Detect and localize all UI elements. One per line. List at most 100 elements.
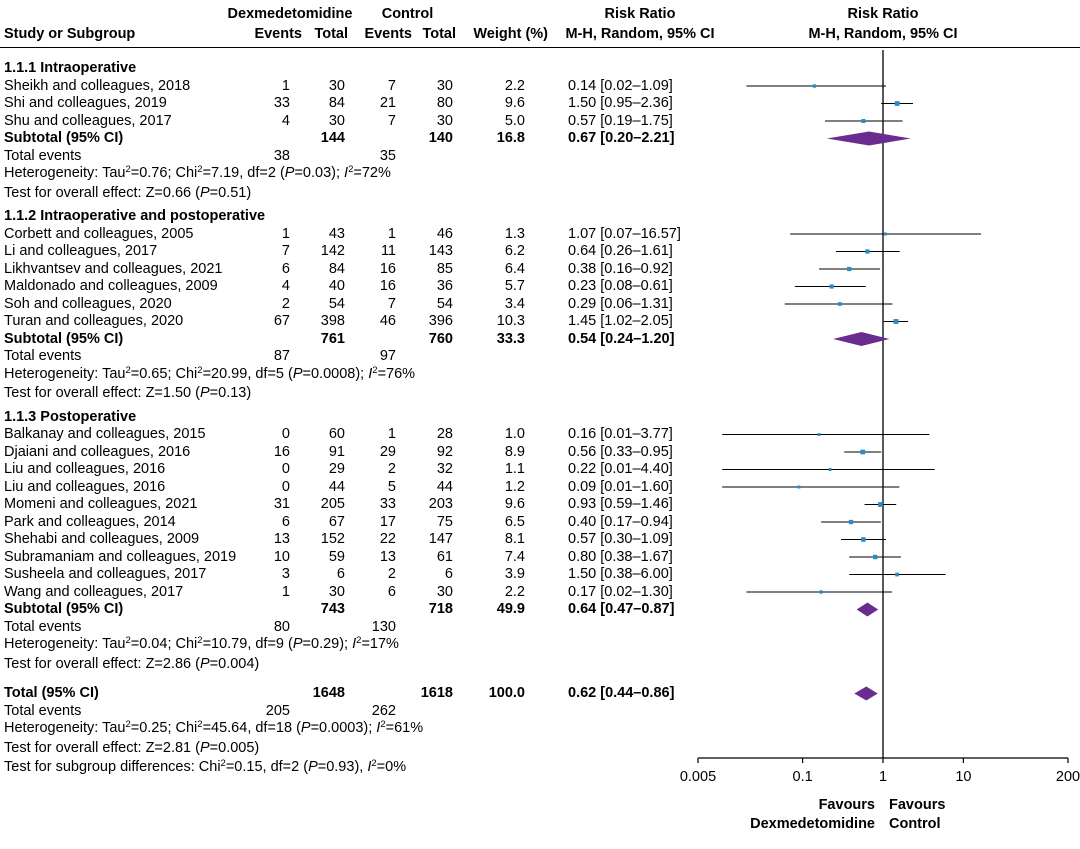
cell-ct: 54 [436, 295, 453, 312]
study-name: Susheela and colleagues, 2017 [4, 566, 207, 582]
cell-w: 9.6 [504, 496, 525, 512]
cell-ce: 17 [379, 513, 396, 530]
cell-w: 3.9 [504, 566, 525, 582]
stat-note-part: =10.79, df=9 ( [202, 636, 293, 652]
stat-note-part: =0.03); [294, 165, 345, 181]
stat-note-part: =0.004) [209, 655, 260, 672]
cell-ee: 0 [281, 461, 290, 477]
stat-note: Heterogeneity: Tau2=0.04; Chi2=10.79, df… [4, 636, 399, 653]
favours-left-label: Favours [819, 797, 875, 813]
stat-note-part: Heterogeneity: Tau [4, 165, 126, 181]
header-exp-total: Total [314, 26, 348, 42]
cell-ce: 5 [387, 478, 396, 495]
cell-ct: 30 [436, 112, 453, 129]
cell-ce: 6 [387, 583, 396, 600]
cell-w: 2.2 [504, 583, 525, 600]
stat-note-part: =45.64, df=18 ( [202, 720, 301, 736]
stat-note-part: =0.29); [302, 636, 353, 652]
cell-et: 144 [320, 130, 345, 146]
header-rr-title: Risk Ratio [604, 6, 676, 22]
point-estimate [797, 485, 801, 489]
cell-w: 5.7 [504, 278, 525, 294]
cell-et: 743 [320, 601, 345, 617]
favours-left-label: Dexmedetomidine [750, 816, 875, 832]
cell-ct: 6 [444, 566, 453, 582]
header-ctrl-events: Events [364, 26, 412, 42]
cell-et: 1648 [312, 685, 345, 701]
subtotal-label: Subtotal (95% CI) [4, 330, 124, 347]
stat-note-part: =0.15, df=2 ( [225, 759, 309, 775]
study-name: Likhvantsev and colleagues, 2021 [4, 260, 223, 277]
cell-ct: 760 [428, 330, 453, 347]
stat-note-part: Test for overall effect: Z=2.81 ( [4, 739, 200, 756]
study-name: Liu and colleagues, 2016 [4, 461, 166, 477]
favours-right-label: Favours [889, 797, 945, 813]
cell-ce: 16 [379, 278, 396, 294]
cell-ee: 0 [281, 478, 290, 495]
subgroup-heading: 1.1.2 Intraoperative and postoperative [4, 208, 266, 224]
stat-note-part: 2 [348, 164, 354, 175]
study-name: Sheikh and colleagues, 2018 [4, 77, 191, 94]
stat-note-part: =0.13) [209, 385, 252, 401]
cell-et: 398 [320, 313, 345, 329]
study-name: Park and colleagues, 2014 [4, 513, 176, 530]
cell-et: 30 [328, 112, 345, 129]
pooled-diamond [826, 131, 911, 146]
stat-note-part: 2 [372, 364, 378, 376]
cell-w: 33.3 [496, 330, 525, 347]
cell-ce: 13 [379, 548, 396, 565]
study-name: Momeni and colleagues, 2021 [4, 496, 198, 512]
header-group-experimental: Dexmedetomidine [227, 6, 353, 22]
stat-note: Heterogeneity: Tau2=0.76; Chi2=7.19, df=… [4, 165, 391, 182]
stat-note-part: =0.76; Chi [130, 165, 198, 181]
cell-ct: 203 [428, 496, 453, 512]
subtotal-label: Subtotal (95% CI) [4, 130, 124, 146]
cell-ct: 718 [428, 601, 453, 617]
cell-ee: 10 [273, 548, 290, 565]
cell-ce: 7 [387, 112, 396, 129]
favours-right-label: Control [889, 816, 941, 832]
cell-ee: 6 [281, 513, 290, 530]
risk-ratio-ci: 0.38 [0.16–0.92] [568, 260, 673, 277]
risk-ratio-ci: 0.40 [0.17–0.94] [568, 513, 673, 530]
risk-ratio-ci: 0.09 [0.01–1.60] [568, 478, 673, 495]
tick-label: 0.1 [793, 769, 813, 785]
study-name: Subramaniam and colleagues, 2019 [4, 548, 237, 565]
stat-note-part: P [300, 720, 311, 736]
cell-ee: 31 [273, 496, 290, 512]
cell-ee: 16 [273, 443, 290, 460]
study-name: Wang and colleagues, 2017 [4, 583, 184, 600]
tick-label: 0.005 [680, 769, 716, 785]
header-rr-method: M-H, Random, 95% CI [565, 26, 715, 42]
risk-ratio-ci: 0.56 [0.33–0.95] [568, 443, 673, 460]
cell-ct: 30 [436, 77, 453, 94]
stat-note-part: 2 [197, 635, 203, 646]
cell-ee: 67 [273, 313, 290, 329]
stat-note-part: =7.19, df=2 ( [202, 165, 285, 181]
stat-note-part: I [344, 165, 349, 181]
cell-ee: 87 [273, 348, 290, 364]
cell-w: 6.2 [504, 243, 525, 259]
risk-ratio-ci: 0.93 [0.59–1.46] [568, 496, 673, 512]
header-plot-method: M-H, Random, 95% CI [808, 26, 958, 42]
stat-note-part: =20.99, df=5 ( [202, 365, 293, 382]
total-events-label: Total events [4, 348, 82, 364]
cell-ct: 61 [436, 548, 453, 565]
stat-note-part: 2 [371, 758, 377, 769]
cell-ce: 1 [387, 426, 396, 442]
total-events-label: Total events [4, 618, 82, 635]
cell-ce: 1 [387, 225, 396, 242]
total-events-label: Total events [4, 147, 82, 164]
header-weight: Weight (%) [473, 26, 548, 42]
cell-ce: 2 [387, 461, 396, 477]
cell-ee: 205 [265, 702, 290, 719]
header-group-control: Control [381, 6, 434, 22]
point-estimate [865, 249, 870, 254]
cell-et: 761 [320, 330, 345, 347]
stat-note-part: Heterogeneity: Tau [4, 365, 126, 382]
total-events-label: Total events [4, 702, 82, 719]
stat-note-part: =76% [377, 365, 416, 382]
point-estimate [828, 468, 832, 471]
stat-note-part: Heterogeneity: Tau [4, 636, 126, 652]
